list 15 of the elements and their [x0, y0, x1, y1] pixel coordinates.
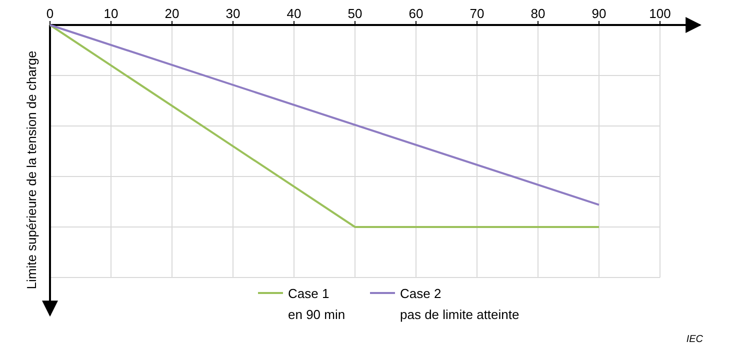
x-tick-label: 20: [164, 6, 180, 21]
x-tick-label: 80: [530, 6, 546, 21]
x-tick-label: 60: [408, 6, 424, 21]
x-tick-label: 90: [592, 6, 606, 21]
x-tick-label: 70: [470, 6, 484, 21]
x-tick-label: 10: [104, 6, 118, 21]
x-tick-label: 0: [46, 6, 54, 21]
legend-label: Case 1 en 90 min: [288, 286, 346, 322]
y-axis-title: Limite supérieure de la tension de charge: [24, 50, 39, 290]
x-tick-label: 30: [226, 6, 240, 21]
x-tick-label: 100: [649, 6, 671, 21]
x-tick-label: 50: [348, 6, 362, 21]
x-tick-label: 40: [286, 6, 302, 21]
legend-label: Case 2 pas de limite atteinte: [400, 286, 520, 322]
text: IEC: [686, 334, 704, 345]
